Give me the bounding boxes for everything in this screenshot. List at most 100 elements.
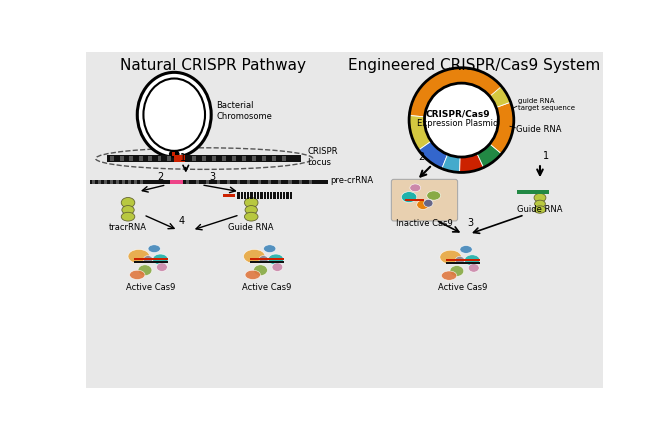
Bar	[134, 258, 168, 260]
Text: CRISPR/Cas9: CRISPR/Cas9	[425, 109, 490, 119]
Ellipse shape	[535, 200, 546, 208]
Text: tracrRNA: tracrRNA	[109, 223, 147, 232]
Ellipse shape	[427, 191, 441, 200]
Bar	[309, 180, 312, 184]
Wedge shape	[477, 144, 501, 167]
Bar	[290, 192, 292, 199]
Ellipse shape	[121, 212, 135, 221]
Bar	[174, 155, 185, 162]
Bar	[171, 180, 183, 184]
Ellipse shape	[401, 192, 417, 202]
Bar	[280, 192, 282, 199]
Bar	[172, 152, 175, 156]
Bar	[268, 180, 271, 184]
Bar	[98, 180, 101, 184]
Bar	[286, 192, 289, 199]
Bar	[267, 192, 269, 199]
Ellipse shape	[534, 194, 546, 202]
Bar	[92, 180, 95, 184]
Bar	[206, 180, 210, 184]
Bar	[122, 180, 125, 184]
Ellipse shape	[468, 264, 479, 272]
Bar	[222, 194, 235, 197]
Bar	[108, 155, 301, 162]
Text: 2: 2	[418, 152, 425, 162]
Ellipse shape	[128, 249, 150, 263]
Bar	[110, 180, 113, 184]
Bar	[167, 156, 171, 161]
Bar	[237, 180, 240, 184]
Ellipse shape	[464, 255, 480, 266]
Ellipse shape	[122, 205, 134, 215]
Bar	[237, 192, 240, 199]
Ellipse shape	[410, 184, 421, 192]
Text: Active Cas9: Active Cas9	[126, 283, 176, 292]
Ellipse shape	[245, 270, 261, 279]
Bar	[110, 156, 114, 161]
Ellipse shape	[169, 150, 179, 158]
Ellipse shape	[268, 254, 284, 265]
Bar	[270, 192, 272, 199]
Text: 1: 1	[543, 151, 549, 161]
Bar	[89, 180, 328, 184]
Bar	[241, 192, 243, 199]
Bar	[446, 259, 480, 261]
Ellipse shape	[442, 271, 457, 280]
Ellipse shape	[272, 263, 283, 271]
Text: Guide RNA: Guide RNA	[517, 205, 562, 214]
Ellipse shape	[259, 255, 268, 263]
Text: 1: 1	[179, 153, 185, 163]
Ellipse shape	[138, 265, 152, 276]
Bar	[272, 156, 276, 161]
Text: 3: 3	[468, 218, 474, 228]
Bar	[288, 180, 292, 184]
Bar	[250, 258, 284, 260]
Text: Engineered CRISPR/Cas9 System: Engineered CRISPR/Cas9 System	[348, 58, 601, 74]
Bar	[257, 180, 261, 184]
Bar	[185, 155, 189, 162]
Bar	[116, 180, 119, 184]
Bar	[196, 180, 199, 184]
Wedge shape	[490, 86, 511, 107]
Bar	[177, 156, 180, 161]
Bar	[222, 156, 226, 161]
Ellipse shape	[455, 256, 464, 264]
Bar	[134, 180, 136, 184]
Bar	[278, 180, 282, 184]
Bar	[120, 156, 124, 161]
Text: 4: 4	[179, 216, 185, 226]
Bar	[242, 156, 246, 161]
Bar	[260, 192, 263, 199]
Bar	[244, 192, 246, 199]
Ellipse shape	[121, 198, 135, 208]
Bar	[517, 190, 549, 194]
Ellipse shape	[440, 250, 462, 264]
Circle shape	[425, 84, 498, 156]
Text: CRISPR
Locus: CRISPR Locus	[307, 147, 338, 167]
Bar	[128, 180, 131, 184]
Ellipse shape	[450, 266, 464, 276]
Bar	[254, 192, 256, 199]
Bar	[250, 261, 284, 263]
Text: Bacterial
Chromosome: Bacterial Chromosome	[216, 101, 272, 120]
Ellipse shape	[137, 72, 211, 157]
Bar	[262, 156, 266, 161]
Bar	[212, 156, 216, 161]
Ellipse shape	[245, 212, 258, 221]
Text: Inactive Cas9: Inactive Cas9	[396, 218, 453, 228]
Ellipse shape	[534, 206, 546, 213]
FancyBboxPatch shape	[391, 179, 458, 221]
Ellipse shape	[424, 199, 433, 207]
Text: Active Cas9: Active Cas9	[438, 283, 488, 292]
Bar	[252, 156, 256, 161]
Ellipse shape	[153, 254, 168, 265]
Ellipse shape	[253, 265, 267, 276]
Text: 2: 2	[157, 173, 163, 182]
Bar	[274, 192, 276, 199]
Ellipse shape	[245, 205, 257, 215]
Bar	[263, 192, 266, 199]
Bar	[405, 199, 425, 201]
Text: pre-crRNA: pre-crRNA	[331, 177, 374, 185]
Ellipse shape	[263, 245, 276, 252]
Bar	[140, 180, 142, 184]
